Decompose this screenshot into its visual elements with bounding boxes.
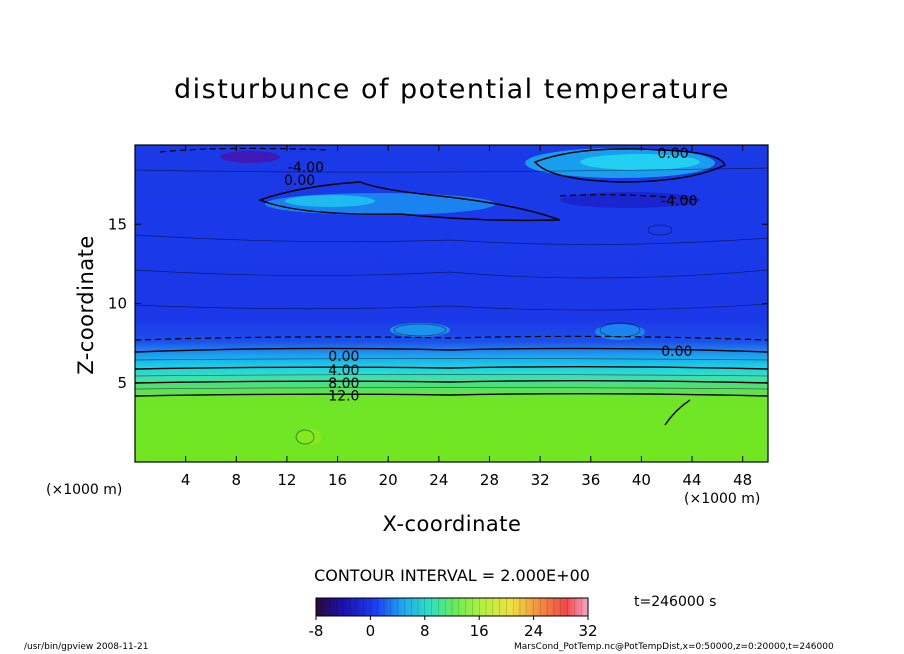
colorbar-tick-label: 0 (366, 622, 376, 640)
y-tick-label: 15 (108, 215, 127, 233)
y-axis: 5 10 15 (108, 215, 768, 392)
colorbar-tick-label: -8 (309, 622, 324, 640)
footer-source: MarsCond_PotTemp.nc@PotTempDist,x=0:5000… (514, 642, 834, 652)
x-tick-label: 44 (682, 471, 701, 489)
contour-label: 0.00 (284, 173, 315, 189)
x-axis: 4 8 12 16 20 24 28 32 36 40 44 48 (181, 145, 752, 489)
contour-label: 0.00 (657, 146, 688, 162)
x-axis-label: X-coordinate (382, 512, 522, 536)
contour-interval: CONTOUR INTERVAL = 2.000E+00 (314, 566, 590, 585)
x-tick-label: 48 (733, 471, 752, 489)
chart-title: disturbunce of potential temperature (174, 74, 730, 105)
x-tick-label: 28 (480, 471, 499, 489)
contour-label: 4.00 (328, 363, 359, 379)
colorbar-tick-label: 32 (578, 622, 597, 640)
contour-label: 0.00 (328, 349, 359, 365)
x-tick-label: 8 (232, 471, 242, 489)
contour-label: -4.00 (661, 193, 697, 209)
x-tick-label: 24 (429, 471, 448, 489)
colorbar-ticks: -8 0 8 16 24 32 (309, 598, 598, 640)
x-tick-label: 32 (531, 471, 550, 489)
time-label: t=246000 s (634, 594, 717, 610)
y-tick-label: 5 (117, 374, 127, 392)
heatmap-field (135, 145, 768, 462)
x-tick-label: 12 (277, 471, 296, 489)
contour-label: 0.00 (661, 344, 692, 360)
x-tick-label: 36 (581, 471, 600, 489)
x-tick-label: 20 (379, 471, 398, 489)
colorbar-tick-label: 8 (420, 622, 430, 640)
y-tick-label: 10 (108, 295, 127, 313)
x-tick-label: 4 (181, 471, 191, 489)
contour-label: 12.0 (328, 388, 359, 404)
contour-label: 8.00 (328, 376, 359, 392)
footer-command: /usr/bin/gpview 2008-11-21 (24, 642, 149, 652)
contour-label: -4.00 (288, 160, 324, 176)
y-axis-label: Z-coordinate (74, 235, 98, 375)
colorbar-tick-label: 16 (470, 622, 489, 640)
colorbar-tick-label: 24 (524, 622, 543, 640)
x-unit-right: (×1000 m) (684, 491, 761, 507)
x-tick-label: 40 (632, 471, 651, 489)
x-unit-left: (×1000 m) (46, 482, 123, 498)
x-tick-label: 16 (328, 471, 347, 489)
